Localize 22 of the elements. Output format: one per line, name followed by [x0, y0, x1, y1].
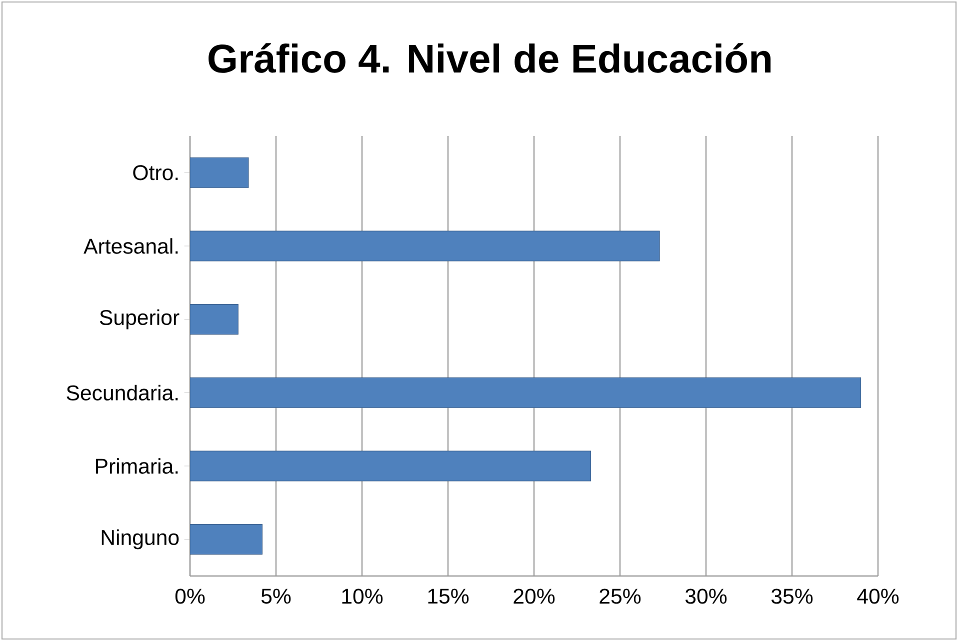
y-tick-label: Otro. [133, 165, 178, 180]
x-tick-label: 40% [857, 588, 899, 604]
y-tick-label: Superior [100, 309, 180, 330]
bar [190, 377, 862, 408]
x-tick-label: 30% [685, 588, 727, 604]
y-tick-label: Ninguno [102, 529, 179, 550]
bar [190, 230, 660, 262]
bar [190, 450, 592, 482]
x-tick-label: 5% [261, 588, 291, 604]
y-tick-label: Primaria. [96, 458, 178, 474]
bar [190, 524, 263, 555]
x-tick-label: 0% [175, 588, 205, 604]
x-tick-label: 20% [514, 588, 555, 604]
bar [190, 304, 238, 335]
bar [190, 157, 249, 188]
x-tick-label: 25% [600, 588, 641, 604]
chart-title: Gráfico 4. Nivel de Educación [208, 43, 771, 73]
x-tick-label: 35% [771, 588, 813, 604]
y-tick-label: Secundaria. [66, 384, 178, 400]
x-tick-label: 10% [342, 588, 383, 604]
x-tick-label: 15% [428, 588, 469, 604]
y-tick-label: Artesanal. [84, 238, 178, 254]
